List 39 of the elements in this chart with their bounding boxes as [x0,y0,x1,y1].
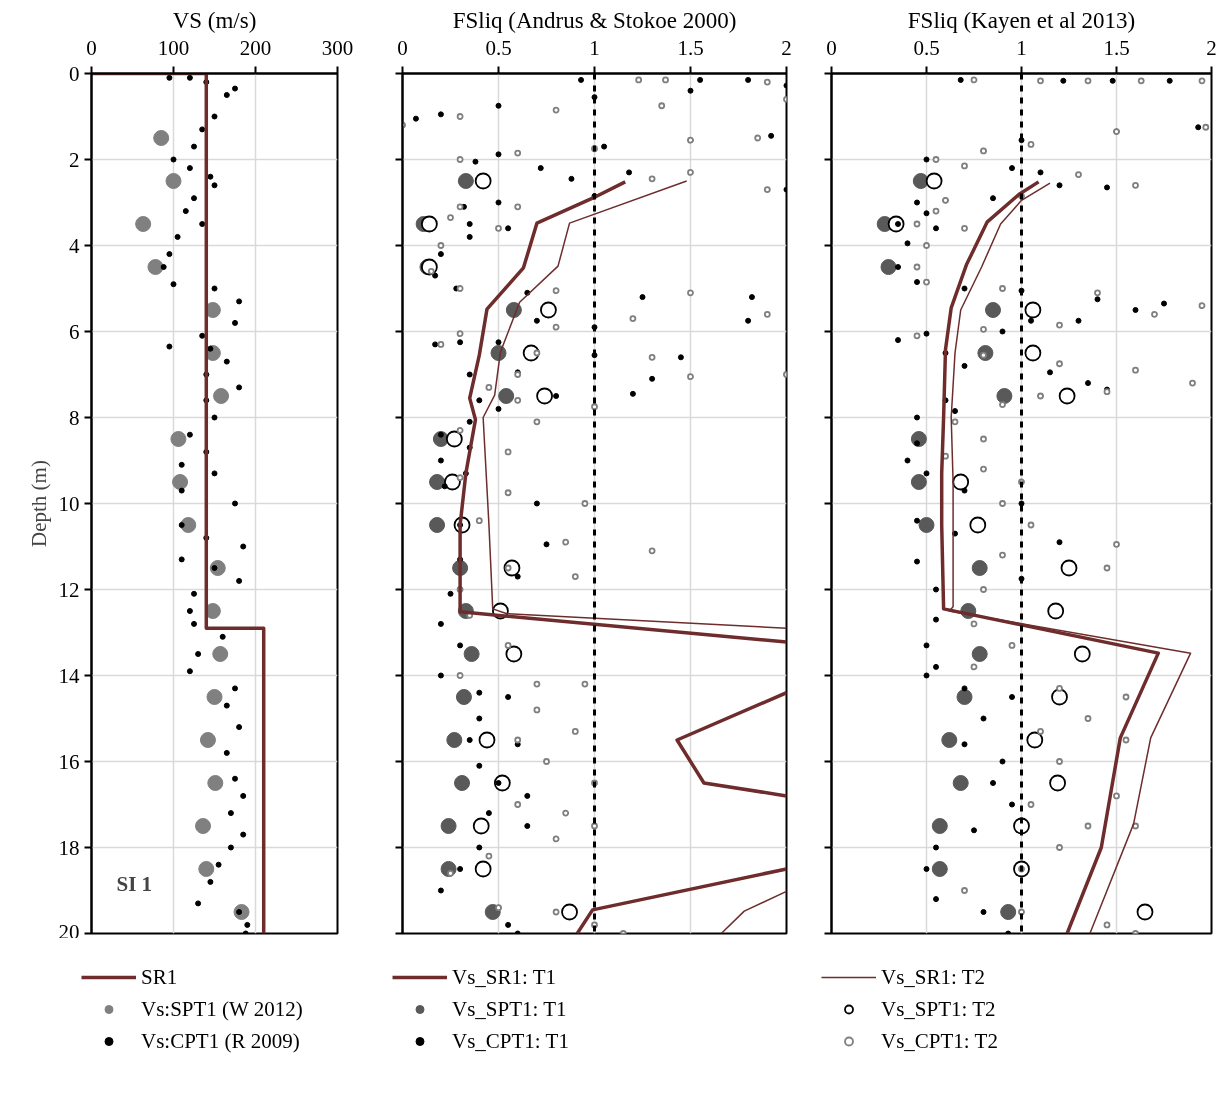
legend-label: Vs:CPT1 (R 2009) [141,1028,300,1054]
legend-label: Vs_SR1: T1 [452,964,557,990]
legend-label: Vs_SPT1: T2 [881,996,996,1022]
x-tick-label: 1 [589,35,600,60]
x-tick-label: 0.5 [913,35,940,60]
x-tick-label: 1.5 [1103,35,1130,60]
y-tick-label: 2 [69,147,80,172]
x-tick-label: 1 [1016,35,1027,60]
y-tick-label: 12 [58,577,80,602]
y-tick-label: 20 [58,919,80,944]
y-tick-label: 10 [58,491,80,516]
y-tick-label: 0 [69,61,80,86]
y-tick-label: 16 [58,749,80,774]
chart-title: FSliq (Andrus & Stokoe 2000) [452,7,737,33]
y-tick-label: 8 [69,405,80,430]
x-tick-label: 300 [321,35,354,60]
x-tick-label: 0 [86,35,97,60]
x-tick-label: 2 [1206,35,1217,60]
x-tick-label: 2 [781,35,792,60]
chart-title: VS (m/s) [172,7,257,33]
legend-label: Vs:SPT1 (W 2012) [141,996,303,1022]
legend-label: Vs_CPT1: T1 [452,1028,569,1054]
y-tick-label: 14 [58,663,80,688]
legend-label: Vs_SR1: T2 [881,964,986,990]
x-tick-label: 0.5 [485,35,512,60]
y-tick-label: 6 [69,319,80,344]
y-tick-label: 18 [58,835,80,860]
legend-label: SR1 [141,964,178,990]
x-tick-label: 1.5 [677,35,704,60]
x-tick-label: 0 [397,35,408,60]
x-tick-label: 0 [826,35,837,60]
x-tick-label: 200 [239,35,272,60]
legend-label: Vs_CPT1: T2 [881,1028,998,1054]
y-axis-title: Depth (m) [26,460,51,547]
chart-title: FSliq (Kayen et al 2013) [907,7,1136,33]
legend-label: Vs_SPT1: T1 [452,996,567,1022]
x-tick-label: 100 [157,35,190,60]
y-tick-label: 4 [69,233,80,258]
annotation: SI 1 [116,871,153,896]
